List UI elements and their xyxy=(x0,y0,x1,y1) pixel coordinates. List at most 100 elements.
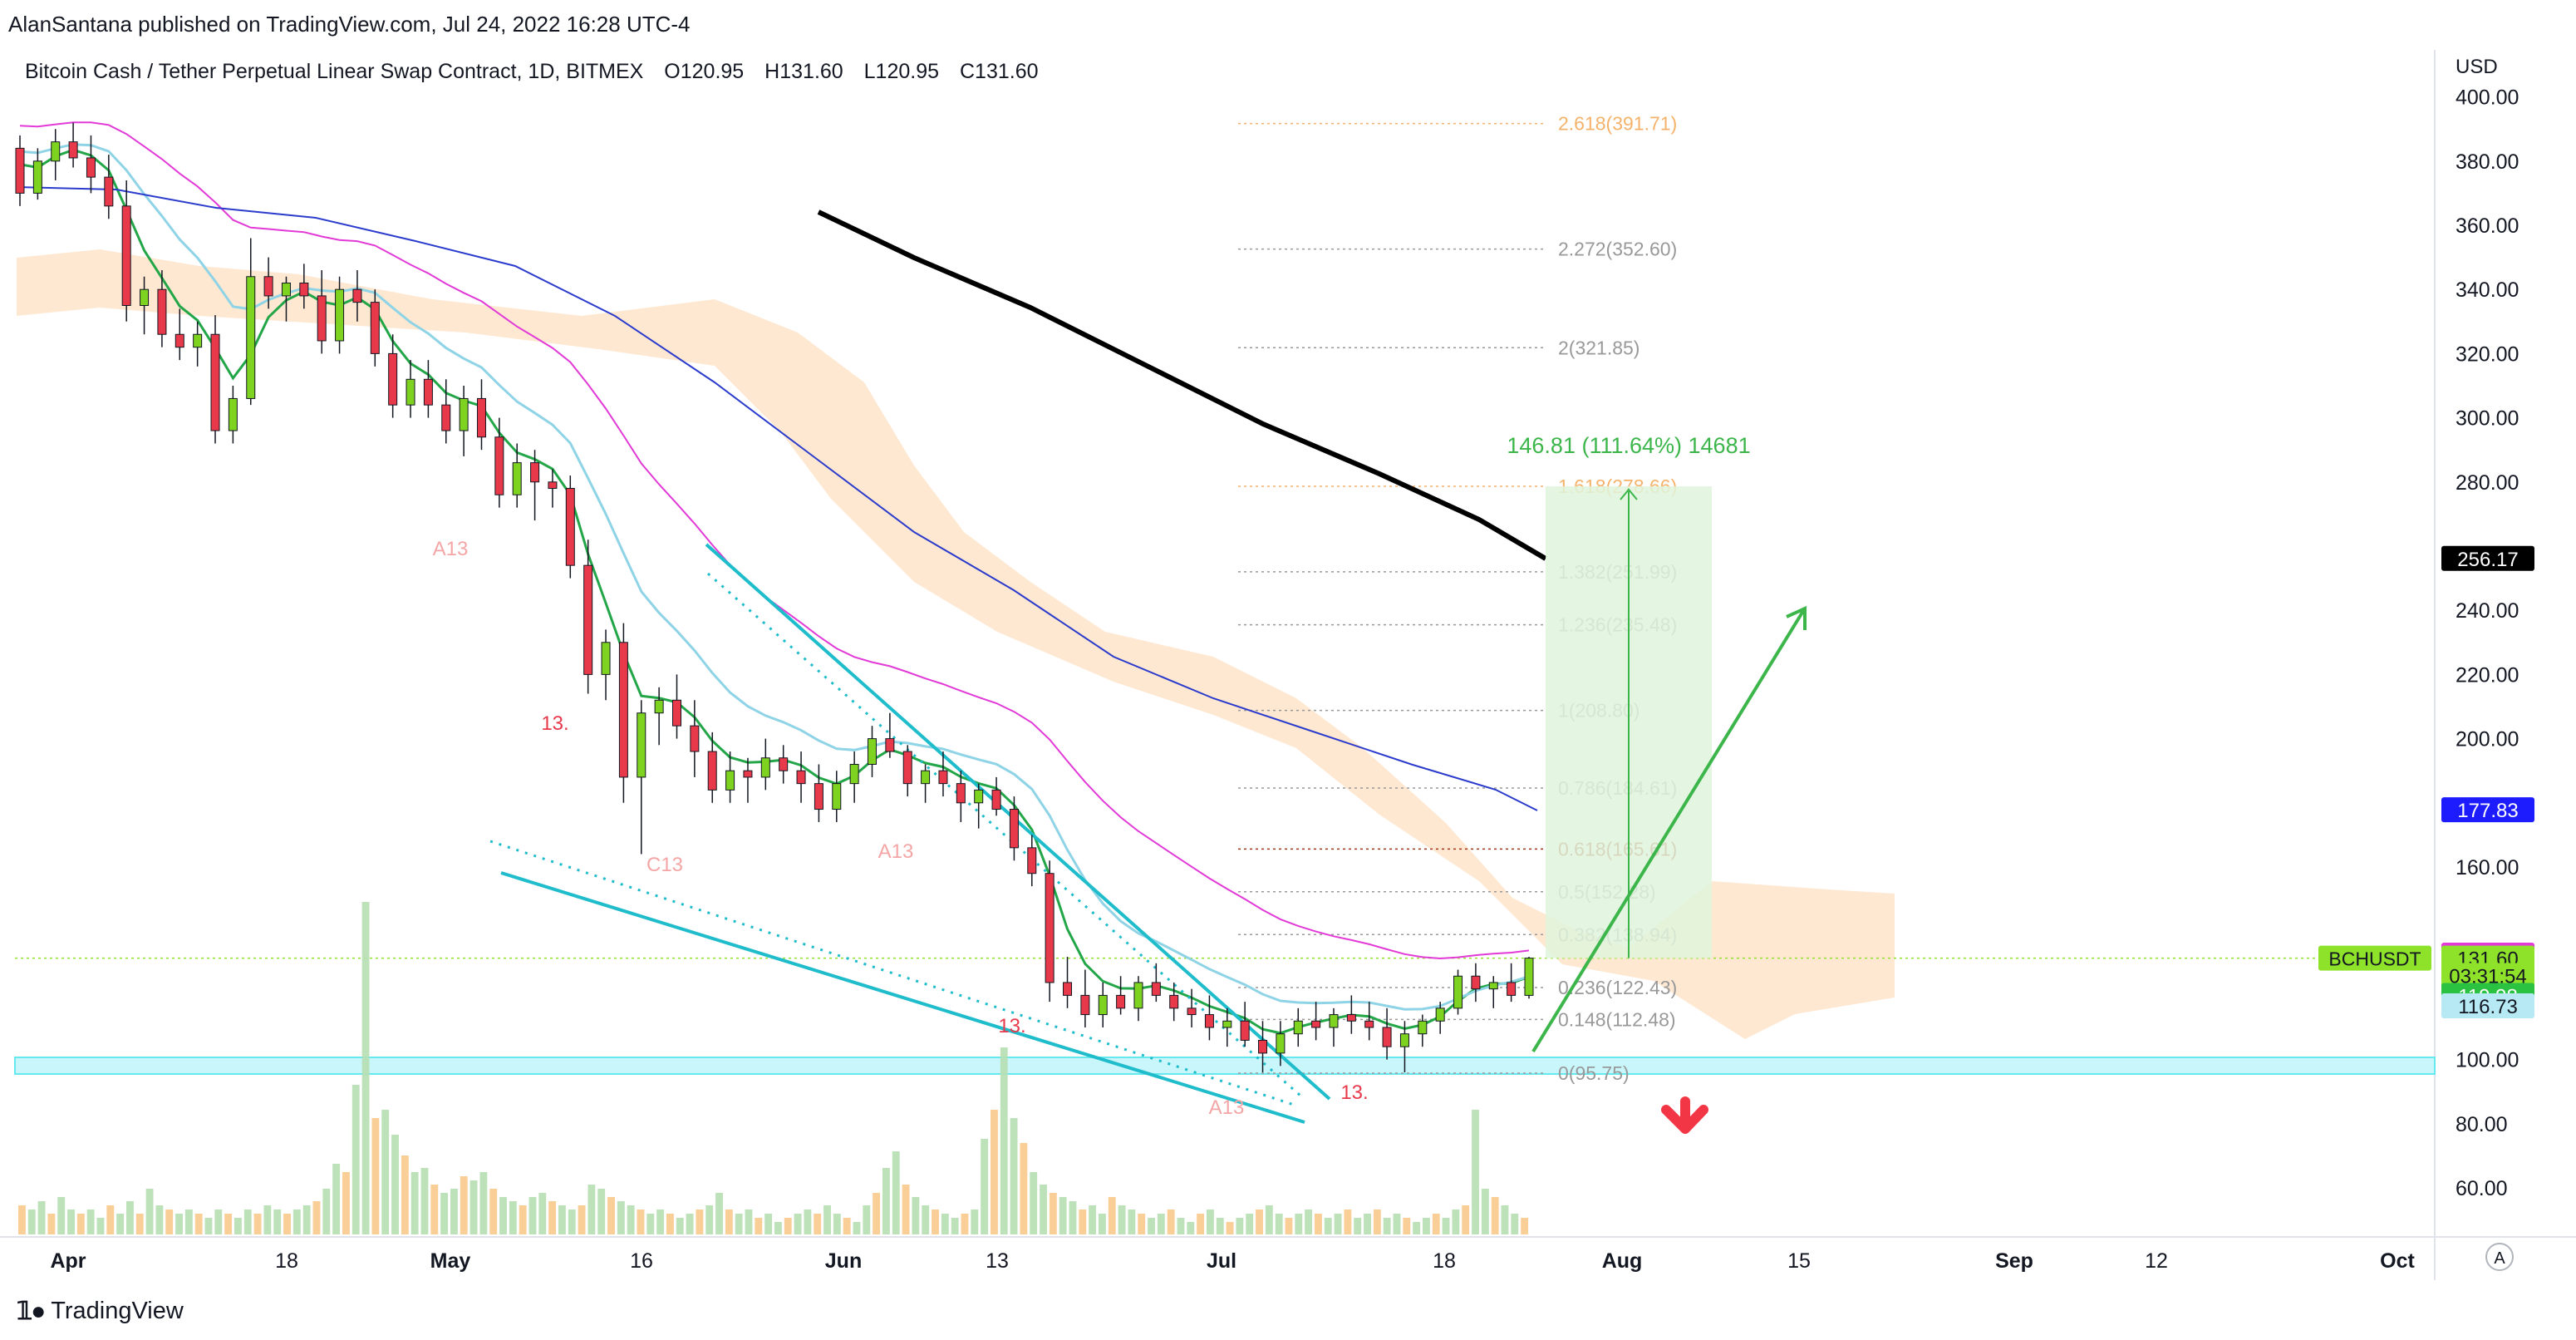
volume-bar xyxy=(116,1214,125,1234)
volume-bar xyxy=(892,1151,900,1234)
bull-candle xyxy=(1435,1007,1445,1022)
bear-candle xyxy=(618,642,628,778)
ichimoku-cloud xyxy=(17,249,1895,1039)
volume-bar xyxy=(853,1222,861,1234)
volume-bar xyxy=(86,1209,95,1234)
volume-bar xyxy=(823,1205,831,1234)
bear-candle xyxy=(86,157,96,178)
volume-bar xyxy=(126,1201,134,1234)
tradingview-logo-icon: 𝟙● xyxy=(17,1298,46,1325)
volume-bar xyxy=(1393,1214,1401,1234)
volume-bar xyxy=(1020,1143,1028,1234)
volume-bar xyxy=(1177,1218,1185,1234)
tradingview-brand[interactable]: 𝟙● TradingView xyxy=(17,1297,184,1326)
volume-bar xyxy=(725,1209,733,1234)
volume-bar xyxy=(1423,1218,1430,1234)
bull-candle xyxy=(849,763,859,785)
volume-bar xyxy=(843,1218,851,1234)
ohlc-low: L120.95 xyxy=(863,60,940,83)
volume-bar xyxy=(764,1214,773,1234)
fib-label-1: 2.272(352.60) xyxy=(1558,239,1677,260)
volume-bar xyxy=(361,902,370,1234)
volume-bar xyxy=(548,1201,557,1234)
bear-candle xyxy=(690,725,700,752)
price-axis[interactable]: 400.00 380.00 360.00 340.00 320.00 300.00 280.… xyxy=(2456,86,2519,1200)
volume-bar xyxy=(745,1209,753,1234)
volume-bar xyxy=(410,1172,419,1234)
volume-bar xyxy=(991,1110,998,1234)
volume-bar xyxy=(135,1214,144,1234)
volume-bar xyxy=(1344,1209,1352,1234)
bear-candle xyxy=(583,564,593,675)
volume-bar xyxy=(637,1209,645,1234)
volume-bar xyxy=(1256,1209,1263,1234)
volume-bar xyxy=(67,1209,75,1234)
volume-bar xyxy=(460,1176,468,1234)
price-tag-box xyxy=(2441,797,2534,823)
volume-bar xyxy=(607,1197,615,1234)
volume-bar xyxy=(1491,1197,1499,1234)
volume-bar xyxy=(450,1189,458,1234)
x-tick-label: 18 xyxy=(1433,1249,1456,1273)
bear-candle xyxy=(1169,994,1179,1009)
x-tick-label: Aug xyxy=(1602,1249,1643,1273)
price-tag-box xyxy=(2441,963,2534,988)
volume-bar xyxy=(1265,1205,1273,1234)
td-marker-label: 13. xyxy=(541,712,568,735)
x-tick-label: Jul xyxy=(1207,1249,1236,1273)
volume-bar xyxy=(263,1205,272,1234)
bull-candle xyxy=(1418,1020,1428,1035)
volume-bar xyxy=(1275,1214,1283,1234)
volume-bar xyxy=(302,1205,311,1234)
volume-bar xyxy=(1079,1209,1087,1234)
y-tick-label: 400.00 xyxy=(2456,86,2519,110)
ohlc-high: H131.60 xyxy=(764,60,843,83)
volume-bar xyxy=(932,1209,939,1234)
volume-bar xyxy=(1305,1209,1313,1234)
volume-bar xyxy=(155,1205,164,1234)
volume-bar xyxy=(951,1218,959,1234)
time-axis[interactable]: Apr 18 May 16 Jun 13 Jul 18 Aug 15 Sep 12 Oct xyxy=(50,1249,2415,1273)
volume-bar xyxy=(96,1218,105,1234)
bull-candle xyxy=(1098,994,1108,1016)
bear-candle xyxy=(1080,994,1090,1016)
volume-bar xyxy=(538,1193,547,1234)
volume-bar xyxy=(1324,1218,1332,1234)
volume-bar xyxy=(499,1197,507,1234)
volume-bar xyxy=(735,1214,743,1234)
volume-bar xyxy=(578,1205,586,1234)
bear-candle xyxy=(885,738,895,752)
volume-bar xyxy=(204,1218,213,1234)
volume-bar xyxy=(627,1205,635,1234)
bear-candle xyxy=(476,397,486,438)
volume-bar xyxy=(676,1218,684,1234)
volume-bar xyxy=(381,1110,390,1234)
bear-candle xyxy=(902,751,912,785)
volume-bar xyxy=(568,1209,576,1234)
x-tick-label: Sep xyxy=(1995,1249,2033,1273)
volume-bar xyxy=(430,1185,439,1234)
bull-candle xyxy=(1399,1033,1409,1047)
bear-candle xyxy=(157,288,167,335)
volume-bar xyxy=(587,1185,596,1234)
volume-bar xyxy=(1472,1110,1479,1234)
auto-scale-button[interactable]: A xyxy=(2485,1243,2514,1271)
bear-candle xyxy=(175,333,184,348)
price-tag-text: 116.73 xyxy=(2458,996,2518,1018)
projection-box[interactable]: 146.81 (111.64%) 14681 xyxy=(1507,433,1807,1053)
volume-bar xyxy=(597,1189,606,1234)
bull-candle xyxy=(1293,1020,1303,1035)
bear-candle xyxy=(956,783,966,804)
fib-label-12: 0.148(112.48) xyxy=(1558,1008,1676,1030)
bear-candle xyxy=(1009,809,1019,849)
volume-bar xyxy=(1364,1214,1371,1234)
x-tick-label: 18 xyxy=(275,1249,298,1273)
bear-candle xyxy=(991,789,1001,810)
volume-bar xyxy=(774,1222,782,1234)
bull-candle xyxy=(1133,982,1143,1009)
bull-candle xyxy=(335,288,345,342)
ema-200-line xyxy=(817,209,1547,561)
volume-bar xyxy=(1069,1201,1077,1234)
volume-bar xyxy=(1059,1197,1067,1234)
